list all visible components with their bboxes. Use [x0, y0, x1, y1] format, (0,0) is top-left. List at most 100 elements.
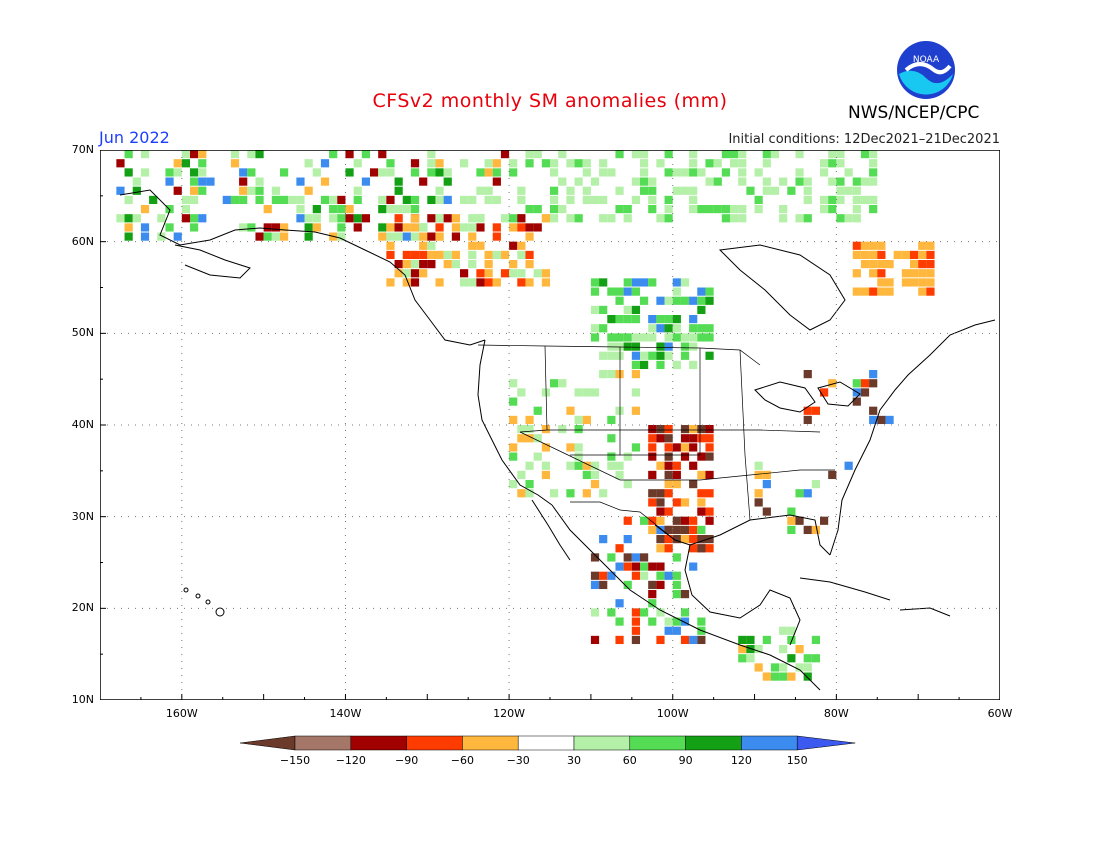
- anomaly-cell: [247, 150, 256, 159]
- anomaly-cell: [689, 516, 698, 525]
- anomaly-cell: [394, 177, 403, 186]
- anomaly-cell: [697, 205, 706, 214]
- anomaly-cell: [124, 223, 133, 232]
- anomaly-cell: [190, 195, 199, 205]
- anomaly-cell: [402, 232, 411, 241]
- anomaly-cell: [820, 388, 829, 397]
- anomaly-cell: [582, 168, 591, 177]
- anomaly-cell: [811, 654, 821, 663]
- anomaly-cell: [509, 443, 518, 452]
- anomaly-cell: [656, 580, 665, 590]
- anomaly-cell: [664, 571, 673, 580]
- anomaly-cell: [386, 159, 395, 168]
- anomaly-cell: [517, 470, 526, 480]
- anomaly-cell: [361, 214, 371, 223]
- anomaly-cell: [476, 223, 485, 232]
- anomaly-cell: [811, 480, 821, 489]
- anomaly-cell: [705, 507, 714, 516]
- longitude-label: 120W: [493, 707, 526, 720]
- anomaly-cell: [190, 223, 199, 232]
- anomaly-cell: [140, 223, 150, 232]
- anomaly-cell: [664, 443, 673, 452]
- anomaly-cell: [239, 223, 248, 232]
- anomaly-cell: [689, 434, 698, 443]
- anomaly-cell: [689, 168, 698, 177]
- anomaly-cell: [664, 168, 673, 177]
- anomaly-cell: [680, 342, 690, 351]
- anomaly-cell: [680, 452, 690, 461]
- anomaly-cell: [484, 269, 493, 278]
- anomaly-cell: [419, 250, 428, 260]
- anomaly-cell: [656, 315, 665, 324]
- anomaly-cell: [770, 663, 780, 672]
- anomaly-cell: [680, 525, 690, 535]
- anomaly-cell: [836, 214, 845, 223]
- anomaly-cell: [697, 635, 706, 645]
- anomaly-cell: [910, 269, 919, 278]
- anomaly-cell: [239, 195, 248, 205]
- anomaly-cell: [910, 250, 919, 260]
- anomaly-cell: [705, 425, 714, 434]
- anomaly-cell: [476, 168, 485, 177]
- anomaly-cell: [869, 260, 878, 269]
- anomaly-cell: [820, 168, 829, 177]
- anomaly-cell: [427, 168, 436, 177]
- anomaly-cell: [525, 480, 534, 489]
- anomaly-cell: [631, 626, 641, 635]
- anomaly-cell: [541, 461, 551, 470]
- anomaly-cell: [116, 214, 125, 223]
- anomaly-cell: [590, 480, 600, 489]
- anomaly-cell: [828, 159, 837, 168]
- anomaly-cell: [312, 214, 321, 223]
- anomaly-cell: [607, 214, 616, 223]
- anomaly-cell: [877, 287, 886, 296]
- anomaly-cell: [697, 296, 706, 305]
- anomaly-cell: [852, 287, 861, 296]
- anomaly-cell: [697, 489, 706, 498]
- anomaly-cell: [509, 223, 518, 232]
- legend-swatch: [406, 735, 463, 751]
- anomaly-cell: [648, 489, 657, 498]
- anomaly-cell: [672, 168, 681, 177]
- anomaly-cell: [697, 498, 706, 507]
- anomaly-cell: [476, 214, 485, 223]
- anomaly-cell: [173, 168, 182, 177]
- anomaly-cell: [198, 168, 207, 177]
- anomaly-cell: [435, 186, 444, 195]
- anomaly-cell: [566, 159, 575, 168]
- anomaly-cell: [910, 278, 919, 287]
- anomaly-cell: [476, 241, 485, 250]
- anomaly-cell: [484, 186, 493, 195]
- anomaly-cell: [640, 516, 649, 525]
- anomaly-cell: [599, 351, 608, 360]
- anomaly-cell: [664, 425, 673, 434]
- anomaly-cell: [443, 260, 452, 269]
- anomaly-cell: [451, 223, 461, 232]
- anomaly-cell: [590, 571, 600, 580]
- anomaly-cell: [165, 168, 174, 177]
- anomaly-cell: [795, 214, 804, 223]
- color-legend: −150 −120 −90 −60 −30 30 60 90 120 150: [240, 735, 856, 767]
- forecast-month: Jun 2022: [99, 128, 170, 147]
- anomaly-cell: [680, 635, 690, 645]
- anomaly-cell: [410, 205, 420, 214]
- legend-tick-label: −60: [451, 754, 474, 767]
- anomaly-cell: [680, 498, 690, 507]
- anomaly-cell: [705, 296, 714, 305]
- anomaly-cell: [517, 186, 526, 195]
- anomaly-cell: [656, 498, 665, 507]
- anomaly-cell: [680, 516, 690, 525]
- anomaly-cell: [165, 223, 174, 232]
- anomaly-cell: [672, 580, 681, 590]
- anomaly-cell: [631, 571, 641, 580]
- anomaly-cell: [640, 186, 649, 195]
- anomaly-cell: [721, 150, 731, 159]
- anomaly-cell: [550, 168, 559, 177]
- legend-tick-label: −30: [507, 754, 530, 767]
- anomaly-cell: [337, 205, 346, 214]
- anomaly-cell: [394, 214, 403, 223]
- anomaly-cell: [730, 205, 739, 214]
- anomaly-cell: [779, 214, 788, 223]
- anomaly-cell: [435, 214, 444, 223]
- anomaly-cell: [623, 205, 632, 214]
